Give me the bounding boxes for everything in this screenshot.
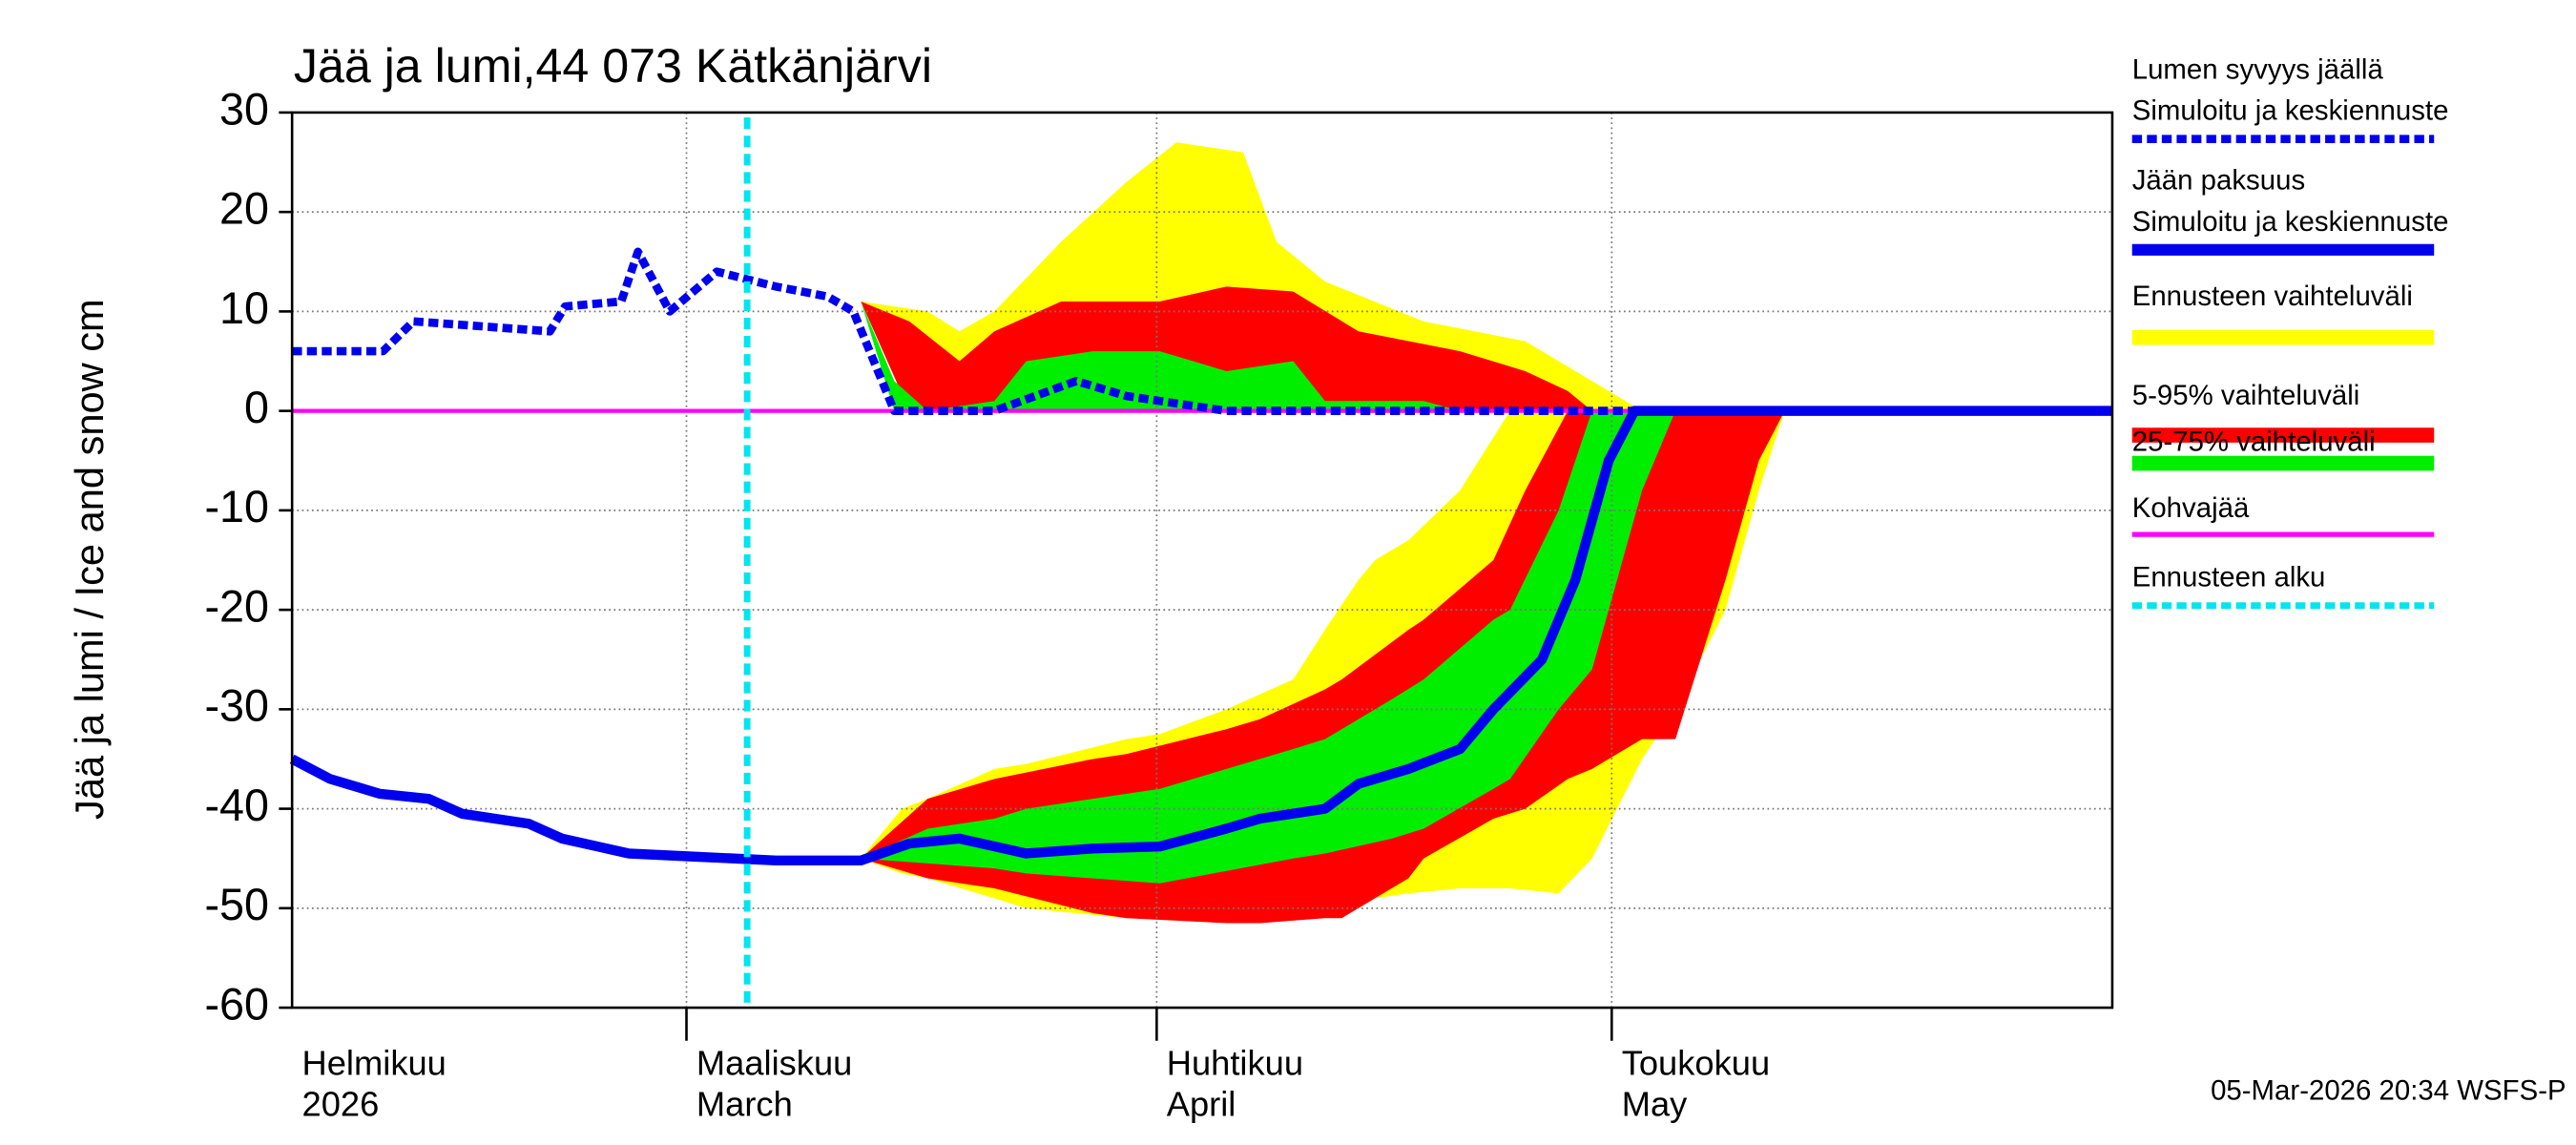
series-line	[292, 247, 2112, 415]
legend-label: Kohvajää	[2132, 492, 2250, 524]
plot-frame	[290, 111, 2114, 1010]
x-tick-label: Helmikuu	[302, 1043, 447, 1082]
y-axis-label: Jää ja lumi / Ice and snow cm	[67, 299, 112, 820]
band-area	[792, 281, 1592, 411]
x-tick-sublabel: April	[1167, 1085, 1236, 1124]
y-tick-label: -30	[204, 681, 268, 731]
y-tick-label: -10	[204, 482, 268, 531]
legend-sublabel: Simuloitu ja keskiennuste	[2132, 95, 2449, 127]
y-tick-label: -60	[204, 979, 268, 1029]
series-line	[289, 406, 2112, 865]
x-tick-sublabel: 2026	[302, 1085, 380, 1124]
x-tick-label: Maaliskuu	[696, 1043, 852, 1082]
legend-label: 25-75% vaihteluväli	[2132, 426, 2376, 457]
y-tick-label: -50	[204, 880, 268, 929]
y-tick-label: -20	[204, 581, 268, 631]
y-tick-label: 30	[219, 84, 269, 134]
band-area	[861, 410, 1676, 884]
legend-label: Jään paksuus	[2132, 165, 2305, 197]
legend-label: Lumen syvyys jäällä	[2132, 53, 2384, 85]
x-tick-sublabel: March	[696, 1085, 793, 1124]
x-tick-label: Toukokuu	[1622, 1043, 1770, 1082]
y-tick-label: 10	[219, 283, 269, 333]
chart-title: Jää ja lumi,44 073 Kätkänjärvi	[294, 39, 932, 93]
y-tick-label: 20	[219, 183, 269, 233]
x-tick-sublabel: May	[1622, 1085, 1688, 1124]
x-tick-label: Huhtikuu	[1167, 1043, 1303, 1082]
legend-label: 5-95% vaihteluväli	[2132, 380, 2360, 411]
legend-label: Ennusteen vaihteluväli	[2132, 281, 2413, 312]
legend-label: Ennusteen alku	[2132, 562, 2326, 593]
band-area	[861, 301, 1461, 411]
footer: 05-Mar-2026 20:34 WSFS-P	[2211, 1074, 2566, 1106]
legend-sublabel: Simuloitu ja keskiennuste	[2132, 206, 2449, 238]
y-tick-label: -40	[204, 781, 268, 830]
y-tick-label: 0	[244, 383, 269, 432]
